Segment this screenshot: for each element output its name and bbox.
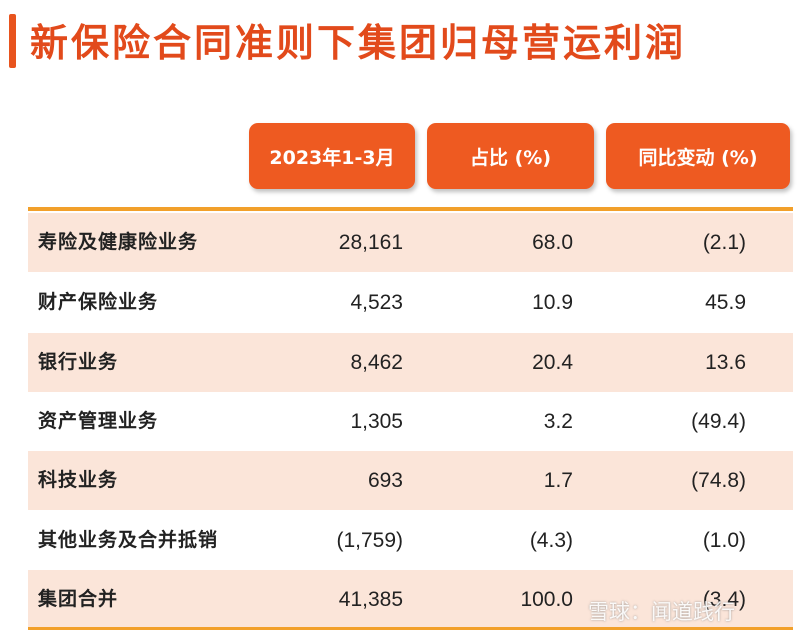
- row-share: 10.9: [532, 291, 573, 314]
- row-change: (49.4): [691, 410, 746, 433]
- row-change: (2.1): [702, 231, 746, 254]
- row-label: 财产保险业务: [38, 291, 159, 313]
- row-value: 28,161: [338, 231, 403, 254]
- page-title: 新保险合同准则下集团归母营运利润: [30, 20, 687, 65]
- row-change: (1.0): [702, 529, 746, 552]
- row-label: 寿险及健康险业务: [38, 231, 199, 253]
- row-value: 693: [367, 469, 403, 492]
- table-bottom-rule: [28, 627, 793, 630]
- row-label: 科技业务: [38, 469, 119, 491]
- row-share: 3.2: [543, 410, 573, 433]
- row-value: 1,305: [350, 410, 403, 433]
- row-change: 13.6: [705, 351, 746, 374]
- table-row: 资产管理业务 1,305 3.2 (49.4): [28, 392, 793, 451]
- row-share: 20.4: [532, 351, 573, 374]
- row-share: 1.7: [543, 469, 573, 492]
- row-change: (74.8): [691, 469, 746, 492]
- row-share: 100.0: [520, 588, 573, 611]
- row-change: 45.9: [705, 291, 746, 314]
- table-row: 科技业务 693 1.7 (74.8): [28, 451, 793, 510]
- row-label: 其他业务及合并抵销: [38, 529, 219, 551]
- row-label: 集团合并: [38, 588, 119, 610]
- row-value: 8,462: [350, 351, 403, 374]
- table-top-rule: [28, 207, 793, 211]
- row-value: 4,523: [350, 291, 403, 314]
- table-row: 银行业务 8,462 20.4 13.6: [28, 333, 793, 392]
- row-value: 41,385: [338, 588, 403, 611]
- row-change: (3.4): [702, 588, 746, 611]
- table-row-total: 集团合并 41,385 100.0 (3.4): [28, 570, 793, 629]
- row-share: (4.3): [529, 529, 573, 552]
- column-header-yoy-change: 同比变动 (%): [606, 123, 790, 189]
- table-row: 寿险及健康险业务 28,161 68.0 (2.1): [28, 213, 793, 272]
- column-header-period: 2023年1-3月: [249, 123, 415, 189]
- row-label: 银行业务: [38, 351, 119, 373]
- title-accent-bar: [9, 14, 16, 68]
- table-row: 其他业务及合并抵销 (1,759) (4.3) (1.0): [28, 511, 793, 570]
- table-row: 财产保险业务 4,523 10.9 45.9: [28, 273, 793, 332]
- row-share: 68.0: [532, 231, 573, 254]
- watermark: 雪球：闻道践行: [588, 600, 735, 624]
- row-value: (1,759): [336, 529, 403, 552]
- column-header-share: 占比 (%): [427, 123, 594, 189]
- row-label: 资产管理业务: [38, 410, 159, 432]
